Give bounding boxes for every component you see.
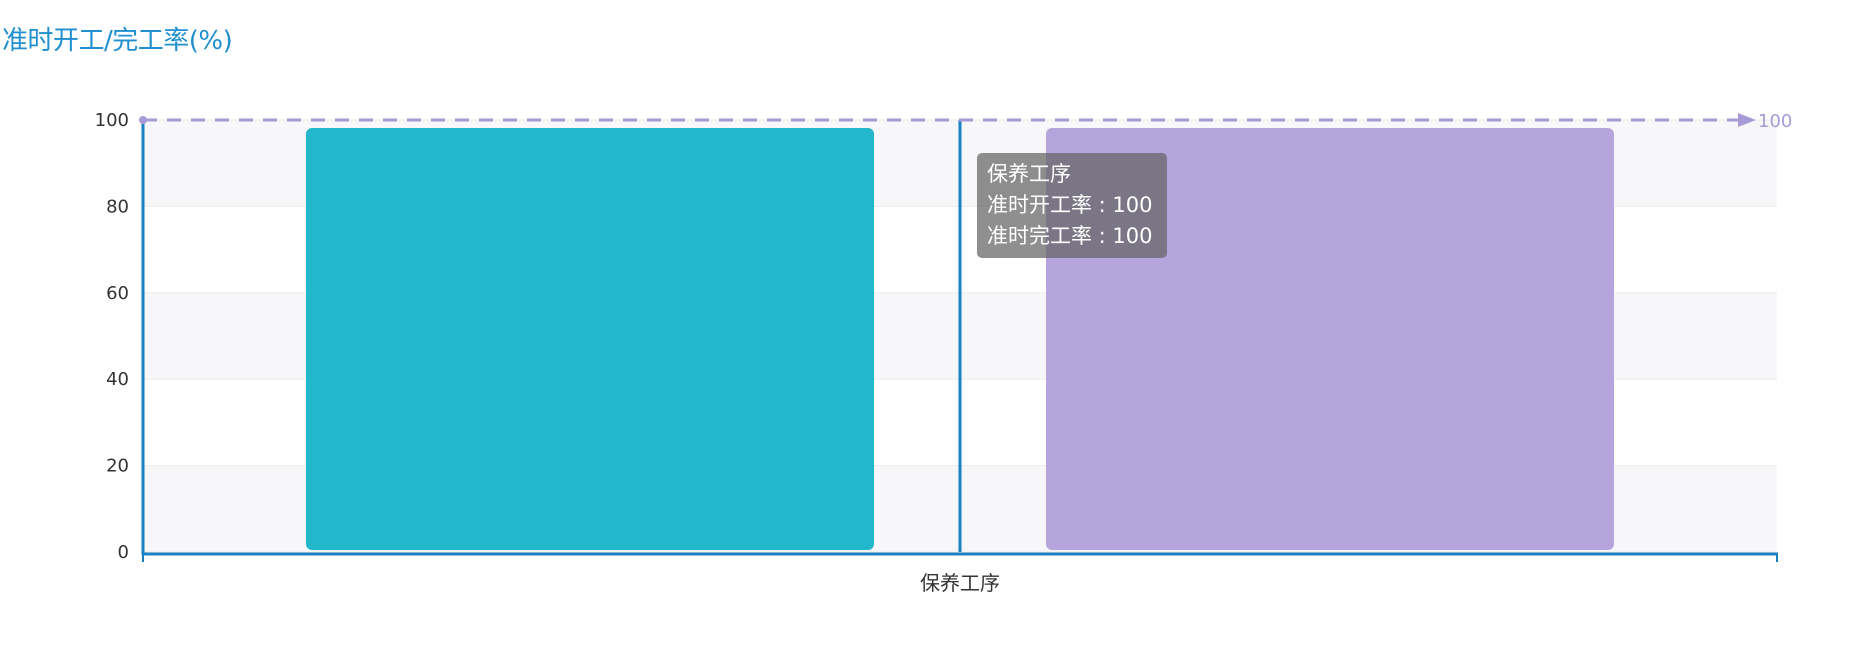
y-tick-label: 40 — [106, 369, 129, 390]
y-tick-label: 60 — [106, 283, 129, 304]
markline-label: 100 — [1758, 111, 1792, 132]
x-tick-label: 保养工序 — [920, 571, 1000, 595]
tooltip-line-start: 准时开工率 : 100 — [987, 190, 1157, 221]
tooltip: 保养工序 准时开工率 : 100 准时完工率 : 100 — [977, 153, 1167, 258]
y-tick-label: 80 — [106, 196, 129, 217]
y-tick-label: 100 — [95, 110, 129, 131]
y-tick-label: 20 — [106, 456, 129, 477]
tooltip-line-finish: 准时完工率 : 100 — [987, 221, 1157, 252]
tooltip-title: 保养工序 — [987, 159, 1157, 190]
bar[interactable] — [306, 128, 874, 550]
y-tick-label: 0 — [118, 542, 129, 563]
